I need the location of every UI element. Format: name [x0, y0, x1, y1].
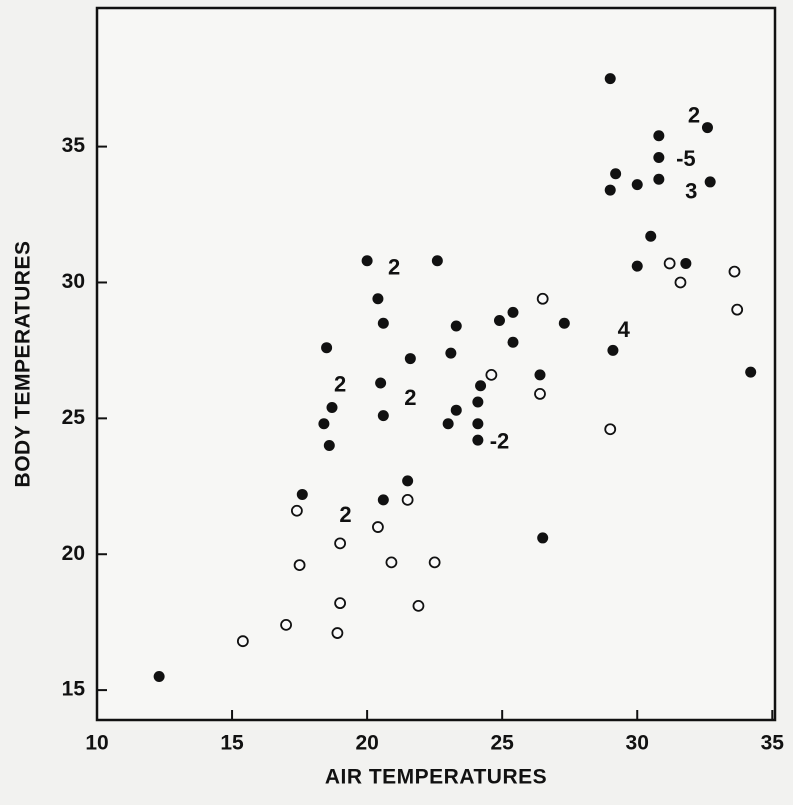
open-point [280, 618, 292, 631]
filled-point [375, 377, 387, 389]
annotation: -5 [676, 146, 696, 171]
filled-point [450, 320, 462, 332]
x-tick-label: 25 [490, 732, 514, 755]
filled-point [653, 151, 665, 163]
plot-frame [95, 6, 777, 722]
y-tick-label: 35 [62, 134, 86, 157]
annotation: 2 [388, 255, 400, 280]
open-point [401, 493, 414, 506]
filled-point [450, 404, 462, 416]
filled-point [704, 176, 716, 188]
open-point [485, 368, 498, 381]
filled-point [402, 475, 414, 487]
filled-point [321, 342, 333, 354]
open-point [293, 559, 306, 571]
filled-point [604, 73, 616, 85]
filled-point [404, 353, 416, 365]
open-point [236, 635, 249, 648]
filled-point [537, 532, 549, 544]
filled-point [326, 401, 338, 413]
annotation: 2 [339, 502, 351, 527]
filled-point [377, 317, 389, 329]
x-axis-label: AIR TEMPERATURES [325, 766, 547, 789]
annotation: 4 [618, 317, 631, 342]
filled-point [607, 344, 619, 356]
filled-point [645, 230, 657, 242]
y-tick-label: 25 [62, 406, 86, 429]
open-point [534, 387, 546, 400]
open-point [385, 556, 398, 569]
filled-point [318, 418, 330, 430]
annotation: 2 [334, 372, 346, 397]
filled-point [493, 315, 505, 327]
annotation: 2 [688, 103, 700, 128]
annotation: 3 [685, 179, 697, 204]
filled-point [475, 380, 487, 392]
filled-point [377, 410, 389, 422]
open-point [334, 597, 347, 610]
x-tick-label: 10 [85, 732, 108, 755]
filled-point [701, 122, 713, 134]
filled-point [534, 369, 546, 381]
annotation: -2 [490, 429, 510, 454]
annotation: 2 [404, 385, 416, 410]
filled-point [442, 418, 454, 430]
filled-point [377, 494, 389, 506]
filled-point [604, 184, 616, 196]
filled-point [507, 336, 519, 348]
filled-point [745, 366, 757, 378]
open-point [663, 257, 676, 270]
filled-point [610, 168, 622, 180]
y-tick-label: 30 [62, 270, 85, 293]
x-tick-label: 30 [626, 732, 649, 755]
filled-point [653, 130, 665, 142]
filled-point [507, 306, 519, 318]
filled-point [631, 260, 643, 272]
filled-point [653, 173, 665, 185]
filled-point [153, 671, 165, 683]
open-point [428, 556, 441, 569]
open-point [334, 537, 347, 550]
filled-point [323, 440, 335, 452]
x-tick-label: 15 [220, 732, 244, 755]
x-tick-label: 20 [355, 732, 378, 755]
filled-point [296, 488, 308, 500]
open-point [412, 599, 425, 612]
open-point [290, 504, 303, 517]
filled-point [445, 347, 457, 359]
x-tick-label: 35 [761, 732, 785, 755]
open-point [674, 276, 687, 289]
open-point [372, 521, 384, 533]
open-point [536, 292, 549, 305]
y-tick-label: 15 [62, 678, 86, 701]
filled-point [431, 255, 443, 267]
filled-point [472, 396, 484, 408]
y-axis-label: BODY TEMPERATURES [12, 241, 35, 488]
filled-point [372, 293, 384, 305]
filled-point [631, 179, 643, 191]
filled-point [472, 434, 484, 446]
open-point [331, 627, 344, 639]
filled-point [558, 317, 570, 329]
filled-point [361, 255, 373, 267]
filled-point [680, 257, 692, 269]
filled-point [472, 418, 484, 430]
open-point [604, 423, 617, 436]
open-point [731, 303, 744, 316]
open-point [728, 265, 741, 278]
y-tick-label: 20 [62, 542, 85, 565]
